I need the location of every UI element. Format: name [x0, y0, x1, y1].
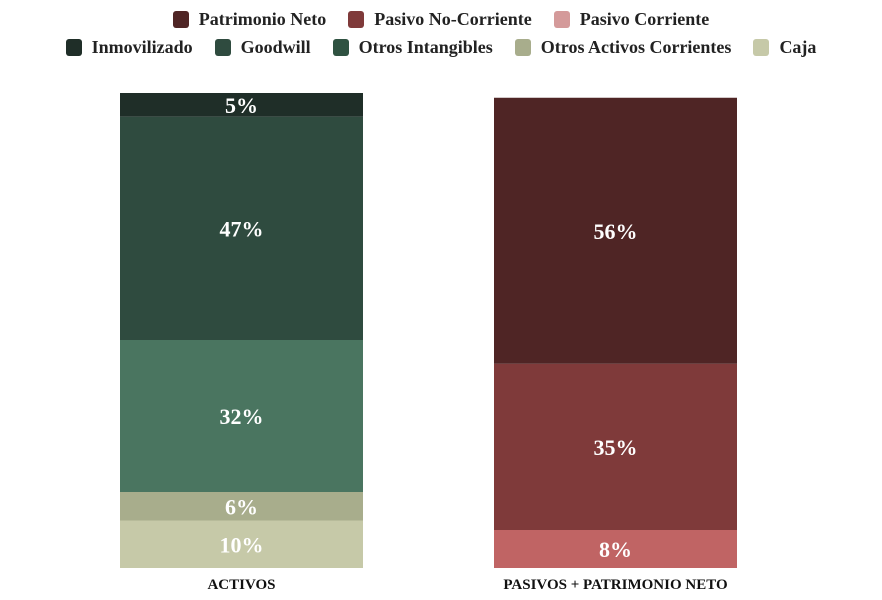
legend-item[interactable]: Otros Activos Corrientes: [514, 37, 732, 58]
data-label: 32%: [220, 404, 264, 429]
bar-segment-caja[interactable]: [120, 520, 363, 569]
legend-label: Patrimonio Neto: [198, 9, 327, 29]
legend-item[interactable]: Pasivo Corriente: [553, 9, 710, 30]
legend-item[interactable]: Goodwill: [214, 37, 311, 58]
legend-swatch: [214, 39, 231, 56]
bar-segment-patrimonio-neto[interactable]: [494, 97, 737, 364]
bar-segment-pasivo-no-corriente[interactable]: [494, 363, 737, 530]
data-label: 8%: [599, 537, 632, 562]
legend-swatch: [553, 11, 570, 28]
legend-label: Pasivo Corriente: [579, 9, 710, 29]
legend-label: Goodwill: [240, 37, 311, 57]
legend-label: Otros Activos Corrientes: [540, 37, 732, 57]
bar-segment-pasivo-corriente[interactable]: [494, 530, 737, 568]
data-label: 10%: [220, 532, 264, 557]
legend-swatch: [348, 11, 365, 28]
legend-swatch: [332, 39, 349, 56]
legend-item[interactable]: Otros Intangibles: [332, 37, 493, 58]
bar-segment-goodwill[interactable]: [120, 116, 363, 340]
data-label: 35%: [594, 435, 638, 460]
category-label: PASIVOS + PATRIMONIO NETO: [503, 577, 727, 593]
legend-item[interactable]: Inmovilizado: [65, 37, 193, 58]
data-label: 6%: [225, 494, 258, 519]
bar-segment-otros-activos-corrientes[interactable]: [120, 492, 363, 521]
legend-swatch: [753, 39, 770, 56]
legend-label: Caja: [779, 37, 817, 57]
legend-item[interactable]: Caja: [753, 37, 816, 58]
legend-item[interactable]: Pasivo No-Corriente: [348, 9, 532, 30]
legend-swatch: [172, 11, 189, 28]
data-label: 5%: [225, 93, 258, 118]
legend-label: Inmovilizado: [91, 37, 193, 57]
legend-label: Otros Intangibles: [358, 37, 493, 57]
legend-row-2: Inmovilizado Goodwill Otros Intangibles Otr…: [0, 37, 882, 58]
legend-swatch: [65, 39, 82, 56]
legend-row-1: Patrimonio Neto Pasivo No-Corriente Pasivo…: [0, 9, 882, 30]
data-label: 47%: [220, 216, 264, 241]
legend-item[interactable]: Patrimonio Neto: [172, 9, 327, 30]
bar-segment-otros-intangibles[interactable]: [120, 340, 363, 492]
bar-segment-inmovilizado[interactable]: [120, 93, 363, 117]
data-label: 56%: [594, 219, 638, 244]
category-label: ACTIVOS: [207, 577, 275, 593]
legend-label: Pasivo No-Corriente: [374, 9, 532, 29]
legend-swatch: [514, 39, 531, 56]
